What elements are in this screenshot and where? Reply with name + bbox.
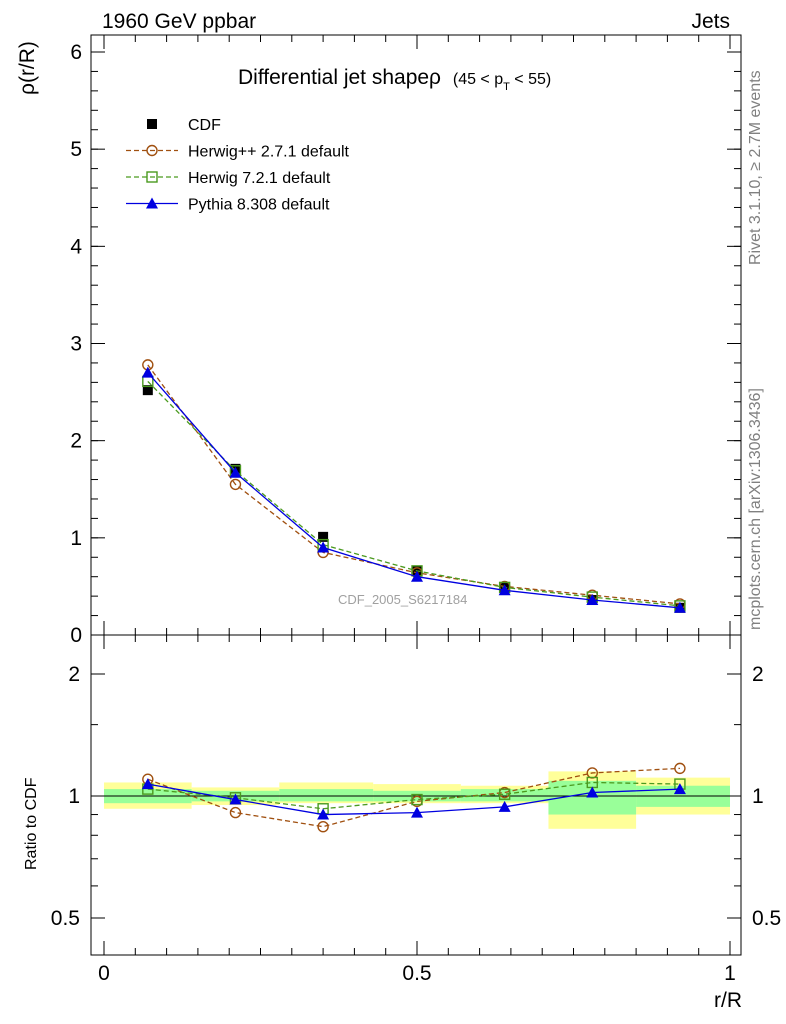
green-band-bin — [279, 789, 374, 802]
ratio-panel-frame — [90, 634, 742, 956]
axis-ticks: 0 1 2 3 4 5 6 0.5 0.5 1 1 2 2 0 0.5 1 — [51, 35, 781, 985]
ratio-y-tick-label-right: 0.5 — [752, 907, 781, 930]
data-point — [317, 541, 330, 553]
data-point — [142, 385, 153, 396]
data-point — [498, 584, 511, 596]
data-point — [586, 594, 599, 606]
y-tick-label: 1 — [70, 527, 82, 550]
ratio-y-tick-label: 0.5 — [51, 907, 80, 930]
x-tick-label: 1 — [724, 962, 736, 985]
data-point — [498, 788, 511, 800]
chart-title-suffix: (45 < p — [453, 71, 503, 88]
header-right: Jets — [691, 10, 730, 33]
data-point — [141, 778, 154, 790]
data-point — [317, 820, 329, 833]
ratio-y-tick-label-right: 1 — [752, 785, 764, 808]
data-point — [673, 601, 686, 613]
side-label-bottom: mcplots.cern.ch [arXiv:1306.3436] — [747, 388, 764, 630]
data-point — [229, 466, 242, 478]
legend-label: Pythia 8.308 default — [188, 197, 330, 214]
data-point — [229, 478, 242, 491]
y-tick-label: 3 — [70, 333, 82, 356]
data-point — [411, 570, 423, 582]
data-point — [411, 793, 423, 806]
x-axis-label: r/R — [714, 989, 742, 1012]
header-left: 1960 GeV ppbar — [102, 10, 256, 33]
data-point — [673, 783, 686, 795]
legend-label: Herwig++ 2.7.1 default — [188, 144, 350, 161]
y-tick-label: 0 — [70, 624, 82, 647]
y-tick-label: 5 — [70, 138, 82, 161]
data-point — [317, 808, 330, 820]
x-tick-label: 0 — [98, 962, 110, 985]
chart-title-suffix-end: < 55) — [510, 71, 551, 88]
data-point — [146, 171, 158, 183]
ratio-y-axis-label: Ratio to CDF — [23, 777, 40, 870]
ratio-series — [141, 762, 686, 833]
ratio-y-tick-label: 2 — [68, 663, 80, 686]
legend-label: Herwig 7.2.1 default — [188, 170, 331, 187]
data-point — [229, 793, 242, 805]
data-point — [411, 806, 423, 818]
ratio-series-line — [147, 767, 680, 828]
data-point — [498, 800, 511, 812]
analysis-watermark: CDF_2005_S6217184 — [338, 592, 467, 607]
data-point — [147, 119, 157, 129]
legend: CDF Herwig++ 2.7.1 default Herwig 7.2.1 de… — [126, 117, 350, 214]
x-tick-label: 0.5 — [402, 962, 431, 985]
y-tick-label: 6 — [70, 41, 82, 64]
data-point — [142, 375, 154, 388]
y-tick-label: 4 — [70, 235, 82, 258]
chart-title: Differential jet shapeρ (45 < pT < 55) — [238, 66, 551, 93]
data-point — [146, 144, 158, 157]
data-point — [229, 806, 242, 819]
y-axis-label: ρ(r/R) — [16, 41, 39, 95]
main-series — [141, 359, 686, 613]
legend-label: CDF — [188, 117, 221, 134]
data-point — [141, 366, 154, 378]
data-point — [586, 786, 599, 798]
data-point — [318, 531, 329, 542]
data-point — [146, 197, 158, 209]
side-label-top: Rivet 3.1.10, ≥ 2.7M events — [747, 70, 764, 265]
chart-title-sub: T — [503, 81, 510, 93]
y-tick-label: 2 — [70, 430, 82, 453]
chart-title-main: Differential jet shapeρ — [238, 66, 441, 89]
data-point — [586, 776, 598, 789]
ratio-y-tick-label: 1 — [68, 785, 80, 808]
data-point — [674, 762, 686, 775]
ratio-y-tick-label-right: 2 — [752, 663, 764, 686]
green-band-bin — [460, 789, 549, 802]
